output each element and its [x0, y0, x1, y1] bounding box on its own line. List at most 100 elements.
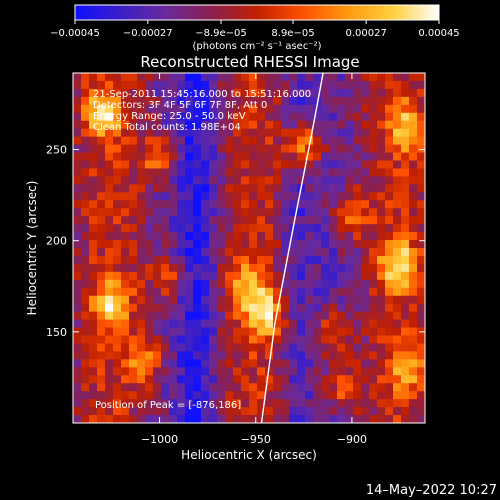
heatmap-cell: [169, 80, 178, 90]
heatmap-cell: [281, 415, 290, 423]
heatmap-cell: [313, 80, 322, 90]
heatmap-cell: [353, 359, 362, 368]
heatmap-cell: [137, 383, 146, 392]
heatmap-cell: [161, 335, 170, 345]
heatmap-cell: [385, 415, 394, 423]
heatmap-cell: [393, 359, 402, 368]
heatmap-cell: [257, 407, 266, 416]
heatmap-cell: [201, 335, 210, 345]
colorbar-tick-label: −0.00045: [50, 28, 100, 39]
heatmap-cell: [345, 200, 354, 209]
heatmap-cell: [241, 335, 250, 345]
heatmap-cell: [305, 136, 314, 146]
heatmap-cell: [289, 176, 298, 185]
heatmap-cell: [257, 399, 266, 408]
heatmap-cell: [337, 383, 346, 392]
heatmap-cell: [241, 120, 250, 130]
heatmap-cell: [105, 303, 114, 313]
heatmap-cell: [401, 391, 410, 400]
heatmap-cell: [369, 399, 378, 408]
heatmap-cell: [161, 208, 170, 217]
heatmap-cell: [73, 184, 82, 193]
heatmap-cell: [265, 136, 274, 146]
heatmap-cell: [185, 271, 194, 281]
heatmap-cell: [89, 359, 98, 368]
heatmap-cell: [73, 415, 82, 423]
heatmap-cell: [353, 287, 362, 297]
heatmap-cell: [185, 311, 194, 321]
heatmap-cell: [353, 128, 362, 138]
heatmap-cell: [401, 359, 410, 368]
heatmap-cell: [233, 271, 242, 281]
heatmap-cell: [241, 80, 250, 90]
heatmap-cell: [345, 224, 354, 233]
heatmap-cell: [265, 216, 274, 225]
heatmap-cell: [73, 96, 82, 106]
heatmap-cell: [329, 248, 338, 257]
heatmap-cell: [113, 144, 122, 154]
heatmap-cell: [377, 104, 386, 114]
heatmap-cell: [321, 367, 330, 376]
heatmap-cell: [233, 144, 242, 154]
heatmap-cell: [209, 160, 218, 170]
heatmap-cell: [329, 152, 338, 162]
heatmap-cell: [409, 160, 418, 170]
heatmap-cell: [105, 160, 114, 170]
heatmap-cell: [265, 375, 274, 384]
heatmap-cell: [417, 311, 425, 321]
heatmap-cell: [73, 311, 82, 321]
heatmap-cell: [305, 343, 314, 352]
heatmap-cell: [185, 399, 194, 408]
heatmap-cell: [241, 311, 250, 321]
heatmap-cell: [273, 351, 282, 360]
heatmap-cell: [113, 160, 122, 170]
heatmap-cell: [73, 383, 82, 392]
colorbar-unit-label: (photons cm⁻² s⁻¹ asec⁻²): [192, 41, 321, 52]
heatmap-cell: [225, 335, 234, 345]
heatmap-cell: [297, 240, 306, 249]
heatmap-cell: [241, 343, 250, 352]
heatmap-cell: [385, 104, 394, 114]
heatmap-cell: [313, 200, 322, 209]
heatmap-cell: [225, 287, 234, 297]
heatmap-cell: [329, 407, 338, 416]
heatmap-cell: [145, 311, 154, 321]
heatmap-cell: [313, 359, 322, 368]
heatmap-cell: [257, 367, 266, 376]
heatmap-cell: [281, 248, 290, 257]
heatmap-cell: [313, 271, 322, 281]
heatmap-cell: [89, 120, 98, 130]
heatmap-cell: [105, 399, 114, 408]
heatmap-cell: [89, 271, 98, 281]
heatmap-cell: [265, 80, 274, 90]
heatmap-cell: [353, 248, 362, 257]
heatmap-cell: [305, 104, 314, 114]
heatmap-cell: [361, 88, 370, 98]
heatmap-cell: [273, 399, 282, 408]
heatmap-cell: [89, 136, 98, 146]
heatmap-cell: [353, 88, 362, 98]
heatmap-cell: [177, 120, 186, 130]
heatmap-cell: [297, 176, 306, 185]
heatmap-cell: [273, 96, 282, 106]
heatmap-cell: [145, 208, 154, 217]
heatmap-cell: [377, 359, 386, 368]
heatmap-cell: [385, 248, 394, 257]
heatmap-cell: [129, 120, 138, 130]
heatmap-cell: [177, 216, 186, 225]
heatmap-cell: [313, 327, 322, 337]
heatmap-cell: [201, 399, 210, 408]
heatmap-cell: [145, 391, 154, 400]
heatmap-cell: [89, 80, 98, 90]
heatmap-cell: [169, 327, 178, 337]
heatmap-cell: [385, 375, 394, 384]
heatmap-cell: [129, 128, 138, 138]
heatmap-cell: [337, 120, 346, 130]
heatmap-cell: [329, 311, 338, 321]
heatmap-cell: [257, 104, 266, 114]
heatmap-cell: [257, 80, 266, 90]
heatmap-cell: [369, 144, 378, 154]
heatmap-cell: [153, 160, 162, 170]
heatmap-cell: [113, 128, 122, 138]
heatmap-cell: [81, 176, 90, 185]
